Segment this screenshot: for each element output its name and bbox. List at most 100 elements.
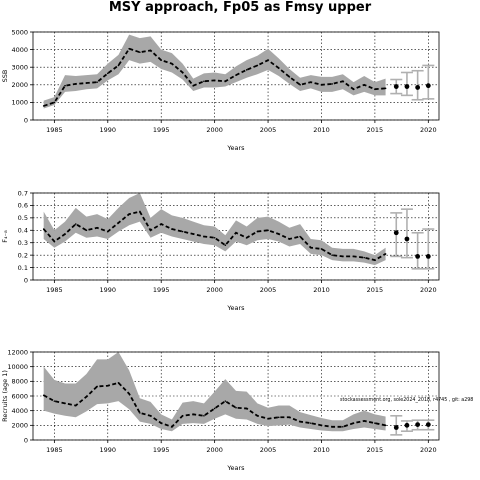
x-tick-label: 1995 xyxy=(153,286,170,294)
estimate-line xyxy=(42,210,387,262)
data-point xyxy=(320,424,323,427)
data-point xyxy=(299,420,301,423)
data-point xyxy=(128,47,130,50)
data-point xyxy=(53,240,56,243)
data-point xyxy=(53,400,56,402)
panel-1: 1985 1990 1995 2000 2005 2010 2015 2020 0 1000 200… xyxy=(1,28,440,152)
data-point xyxy=(288,76,291,78)
y-tick-label: 0 xyxy=(24,116,28,124)
data-point xyxy=(74,83,77,85)
y-tick-label: 0.4 xyxy=(18,227,28,235)
data-point xyxy=(374,422,376,424)
data-point xyxy=(42,105,45,107)
data-point xyxy=(42,394,45,397)
figure-title: MSY approach, Fp05 as Fmsy upper xyxy=(108,0,372,15)
projection-point xyxy=(393,425,399,430)
projection-point xyxy=(415,422,421,427)
data-point xyxy=(53,101,56,104)
y-tick-label: 8000 xyxy=(11,378,28,386)
data-point xyxy=(331,254,333,256)
x-tick-label: 2000 xyxy=(206,126,223,134)
projection-point xyxy=(425,253,431,259)
data-point xyxy=(160,422,163,424)
data-point xyxy=(384,87,387,90)
panel-2: 1985 1990 1995 2000 2005 2010 2015 2020 0 0.1 0.2 0… xyxy=(1,189,440,312)
x-tick-label: 2000 xyxy=(206,286,223,294)
data-point xyxy=(203,415,205,417)
x-tick-label: 2005 xyxy=(260,446,277,454)
data-point xyxy=(288,238,291,240)
x-tick-label: 1990 xyxy=(100,286,117,294)
y-tick-label: 6000 xyxy=(11,392,28,400)
projection-point xyxy=(393,84,399,89)
x-tick-label: 2020 xyxy=(420,286,437,294)
x-tick-label: 2015 xyxy=(367,446,384,454)
x-axis-label: Years xyxy=(226,464,245,472)
y-tick-label: 2000 xyxy=(11,81,28,89)
y-tick-label: 0.1 xyxy=(18,264,28,272)
data-point xyxy=(277,233,280,235)
data-point xyxy=(85,82,88,84)
y-tick-label: 0.2 xyxy=(18,251,28,259)
data-point xyxy=(171,426,173,428)
projection-point xyxy=(393,230,399,236)
projection-point xyxy=(404,236,410,242)
data-point xyxy=(309,246,312,249)
data-point xyxy=(149,229,152,232)
x-tick-label: 2000 xyxy=(206,446,223,454)
data-point xyxy=(235,231,237,234)
data-point xyxy=(342,426,344,428)
x-tick-label: 1985 xyxy=(46,446,63,454)
x-tick-label: 1985 xyxy=(46,286,63,294)
y-tick-label: 0.6 xyxy=(18,202,28,210)
data-point xyxy=(267,229,269,232)
data-point xyxy=(192,84,195,87)
data-point xyxy=(224,244,227,246)
data-point xyxy=(192,413,195,416)
data-point xyxy=(320,248,323,250)
data-point xyxy=(96,385,98,388)
x-tick-label: 2020 xyxy=(420,126,437,134)
y-tick-label: 12000 xyxy=(7,348,28,356)
data-point xyxy=(320,84,323,86)
data-point xyxy=(139,210,141,213)
data-point xyxy=(117,64,120,67)
source-annotation: stockassessment.org, sole2024_2018, r474… xyxy=(340,397,473,403)
data-point xyxy=(181,71,184,74)
data-point xyxy=(331,426,333,428)
y-axis-label: F₄₋₈ xyxy=(1,230,9,243)
y-axis-label: Recruits (age 1) xyxy=(1,370,9,422)
x-axis-label: Years xyxy=(226,304,245,312)
data-point xyxy=(352,255,355,258)
data-point xyxy=(149,415,152,417)
data-point xyxy=(106,384,109,387)
data-point xyxy=(139,412,141,414)
y-tick-label: 4000 xyxy=(11,407,28,415)
x-tick-label: 1995 xyxy=(153,446,170,454)
x-tick-label: 1995 xyxy=(153,126,170,134)
y-tick-label: 0 xyxy=(24,436,28,444)
y-tick-label: 0 xyxy=(24,276,28,284)
data-point xyxy=(267,59,269,61)
data-point xyxy=(342,80,344,83)
data-point xyxy=(235,406,237,409)
data-point xyxy=(374,88,376,90)
data-point xyxy=(309,81,312,83)
data-point xyxy=(256,415,259,417)
data-point xyxy=(267,417,269,420)
data-point xyxy=(64,84,66,87)
x-tick-label: 2005 xyxy=(260,126,277,134)
confidence-band xyxy=(43,34,386,109)
confidence-band xyxy=(43,193,386,266)
data-point xyxy=(181,415,184,417)
data-point xyxy=(106,230,109,233)
data-point xyxy=(192,233,195,235)
data-point xyxy=(224,80,227,83)
x-tick-label: 2010 xyxy=(313,446,330,454)
x-tick-label: 2020 xyxy=(420,446,437,454)
data-point xyxy=(384,424,387,427)
data-point xyxy=(363,420,366,422)
data-point xyxy=(245,69,248,71)
data-point xyxy=(64,402,66,405)
